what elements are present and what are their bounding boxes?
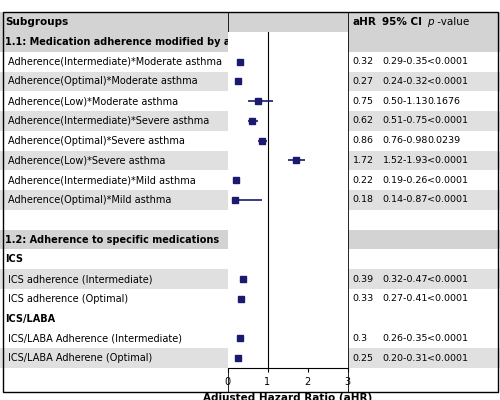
- Bar: [0, 111, 500, 131]
- Bar: [0, 72, 500, 91]
- Bar: [0, 32, 500, 52]
- Text: 0.27-0.41: 0.27-0.41: [382, 294, 428, 303]
- Text: <0.0001: <0.0001: [428, 77, 469, 86]
- Text: 0.26-0.35: 0.26-0.35: [382, 334, 428, 343]
- Text: 0.51-0.75: 0.51-0.75: [382, 116, 428, 126]
- Text: <0.0001: <0.0001: [428, 176, 469, 185]
- Text: 0.18: 0.18: [352, 196, 374, 204]
- Text: 0.20-0.31: 0.20-0.31: [382, 354, 428, 363]
- Text: <0.0001: <0.0001: [428, 116, 469, 126]
- Text: p: p: [428, 17, 434, 27]
- Text: 0.0239: 0.0239: [428, 136, 460, 145]
- Bar: [0, 91, 500, 111]
- Text: 1.72: 1.72: [352, 156, 374, 165]
- Text: 0.86: 0.86: [352, 136, 374, 145]
- Text: 0.25: 0.25: [352, 354, 374, 363]
- Text: ICS adherence (Optimal): ICS adherence (Optimal): [8, 294, 128, 304]
- Text: 1.52-1.93: 1.52-1.93: [382, 156, 428, 165]
- Text: 0.33: 0.33: [352, 294, 374, 303]
- Bar: [0, 250, 500, 269]
- Bar: [0, 289, 500, 309]
- Text: 0.3: 0.3: [352, 334, 368, 343]
- Text: <0.0001: <0.0001: [428, 196, 469, 204]
- Text: ICS/LABA: ICS/LABA: [5, 314, 55, 324]
- Text: 0.1676: 0.1676: [428, 97, 460, 106]
- Text: Adherence(Intermediate)*Moderate asthma: Adherence(Intermediate)*Moderate asthma: [8, 57, 222, 67]
- Text: 0.32: 0.32: [352, 57, 374, 66]
- Text: Adherence(Intermediate)*Severe asthma: Adherence(Intermediate)*Severe asthma: [8, 116, 209, 126]
- Bar: [0, 150, 500, 170]
- Bar: [0, 348, 500, 368]
- Bar: [0, 170, 500, 190]
- Bar: [0, 309, 500, 328]
- Text: Adherence(Low)*Moderate asthma: Adherence(Low)*Moderate asthma: [8, 96, 177, 106]
- Text: aHR: aHR: [352, 17, 376, 27]
- Text: 0.22: 0.22: [352, 176, 374, 185]
- Bar: [0, 12, 500, 32]
- Bar: [0, 190, 500, 210]
- Text: 95% CI: 95% CI: [382, 17, 422, 27]
- Bar: [0, 269, 500, 289]
- Bar: [0, 328, 500, 348]
- Text: <0.0001: <0.0001: [428, 334, 469, 343]
- Text: 0.39: 0.39: [352, 274, 374, 284]
- Bar: [0, 230, 500, 250]
- Text: Adherence(Intermediate)*Mild asthma: Adherence(Intermediate)*Mild asthma: [8, 175, 195, 185]
- Text: 0.29-0.35: 0.29-0.35: [382, 57, 428, 66]
- Text: ICS/LABA Adherence (Intermediate): ICS/LABA Adherence (Intermediate): [8, 333, 182, 343]
- Text: 1.2: Adherence to specific medications: 1.2: Adherence to specific medications: [5, 234, 219, 244]
- Text: Adherence(Low)*Severe asthma: Adherence(Low)*Severe asthma: [8, 156, 165, 166]
- Bar: [0, 131, 500, 150]
- Text: Adherence(Optimal)*Severe asthma: Adherence(Optimal)*Severe asthma: [8, 136, 184, 146]
- Text: ICS: ICS: [5, 254, 23, 264]
- Text: 0.19-0.26: 0.19-0.26: [382, 176, 428, 185]
- Text: 1.1: Medication adherence modified by asthma severity: 1.1: Medication adherence modified by as…: [5, 37, 312, 47]
- X-axis label: Adjusted Hazard Ratio (aHR): Adjusted Hazard Ratio (aHR): [203, 392, 372, 400]
- Text: -value: -value: [434, 17, 469, 27]
- Text: 0.62: 0.62: [352, 116, 374, 126]
- Text: <0.0001: <0.0001: [428, 354, 469, 363]
- Bar: [0, 210, 500, 230]
- Text: Adherence(Optimal)*Moderate asthma: Adherence(Optimal)*Moderate asthma: [8, 76, 197, 86]
- Text: Subgroups: Subgroups: [5, 17, 68, 27]
- Text: <0.0001: <0.0001: [428, 156, 469, 165]
- Text: 0.27: 0.27: [352, 77, 374, 86]
- Text: Adherence(Optimal)*Mild asthma: Adherence(Optimal)*Mild asthma: [8, 195, 171, 205]
- Text: ICS adherence (Intermediate): ICS adherence (Intermediate): [8, 274, 152, 284]
- Text: <0.0001: <0.0001: [428, 294, 469, 303]
- Text: 0.24-0.32: 0.24-0.32: [382, 77, 428, 86]
- Text: 0.50-1.13: 0.50-1.13: [382, 97, 428, 106]
- Text: 0.76-0.98: 0.76-0.98: [382, 136, 428, 145]
- Text: 0.32-0.47: 0.32-0.47: [382, 274, 428, 284]
- Text: ICS/LABA Adherene (Optimal): ICS/LABA Adherene (Optimal): [8, 353, 152, 363]
- Bar: [0, 52, 500, 72]
- Text: 0.75: 0.75: [352, 97, 374, 106]
- Text: <0.0001: <0.0001: [428, 274, 469, 284]
- Text: <0.0001: <0.0001: [428, 57, 469, 66]
- Text: 0.14-0.87: 0.14-0.87: [382, 196, 428, 204]
